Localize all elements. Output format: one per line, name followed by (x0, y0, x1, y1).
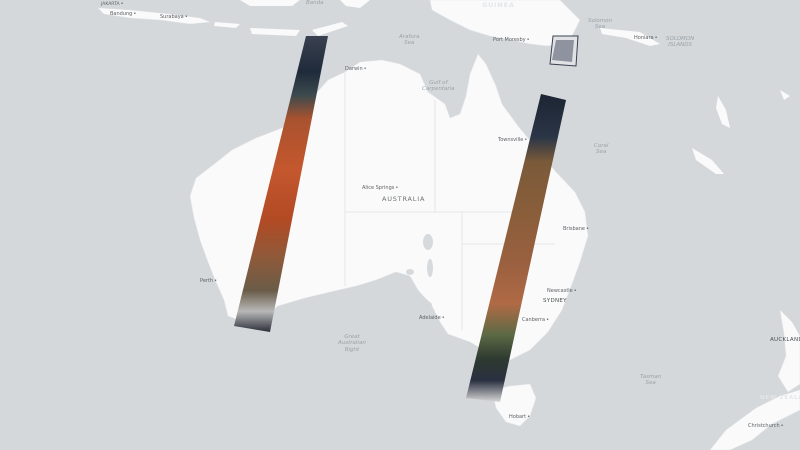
city-adelaide[interactable]: Adelaide (419, 316, 445, 321)
sea-arafura: Arafura Sea (399, 34, 420, 47)
satellite-swath-west (234, 36, 328, 332)
state-borders (344, 72, 555, 330)
solomon-landmass (600, 28, 660, 46)
sea-solomon: Solomon Sea (588, 18, 612, 31)
region-label-solomon-islands: SOLOMON ISLANDS (666, 36, 695, 49)
city-bandung[interactable]: Bandung (110, 12, 136, 17)
vanuatu-landmass (716, 96, 730, 128)
nz-north-island (777, 309, 800, 393)
bali-lombok-landmass (214, 22, 240, 28)
flores-landmass (250, 28, 300, 36)
city-honiara[interactable]: Honiara (634, 36, 658, 41)
city-hobart[interactable]: Hobart (509, 415, 530, 420)
lake-eyre (423, 234, 433, 250)
spencer-gulf (418, 292, 432, 320)
new-caledonia-landmass (692, 148, 724, 174)
city-canberra[interactable]: Canberra (522, 318, 549, 323)
city-perth[interactable]: Perth (200, 279, 217, 284)
city-brisbane[interactable]: Brisbane (563, 227, 589, 232)
sea-banda: Banda (306, 0, 324, 6)
city-newcastle[interactable]: Newcastle (547, 289, 577, 294)
city-jakarta[interactable]: JAKARTA (101, 2, 124, 8)
satellite-swath-east (466, 94, 566, 402)
sulawesi-landmass (340, 0, 370, 8)
lake-gairdner (406, 269, 414, 275)
lake-torrens (427, 259, 433, 277)
fiji-landmass (780, 90, 790, 100)
city-auckland[interactable]: AUCKLAND (770, 337, 800, 343)
nz-south-island (709, 389, 800, 450)
sea-coral: Coral Sea (594, 143, 609, 156)
timor-landmass (312, 22, 348, 36)
sea-great-australian-bight: Great Australian Bight (338, 334, 366, 353)
city-port-moresby[interactable]: Port Moresby (493, 38, 530, 43)
region-label-new-zealand: NEW ZEALAND (760, 395, 800, 401)
city-townsville[interactable]: Townsville (498, 138, 527, 143)
country-label: AUSTRALIA (382, 195, 426, 203)
sea-carpentaria: Gulf of Carpentaria (422, 80, 455, 93)
borneo-landmass (240, 0, 300, 6)
city-surabaya[interactable]: Surabaya (160, 15, 188, 20)
satellite-swath-pacific-inner (552, 40, 574, 62)
city-sydney[interactable]: SYDNEY (543, 298, 567, 304)
city-darwin[interactable]: Darwin (345, 67, 367, 72)
city-alice-springs[interactable]: Alice Springs (362, 186, 398, 191)
city-christchurch[interactable]: Christchurch (748, 424, 784, 429)
region-label-new-guinea: GUINEA (482, 1, 515, 9)
sea-tasman: Tasman Sea (640, 374, 662, 387)
